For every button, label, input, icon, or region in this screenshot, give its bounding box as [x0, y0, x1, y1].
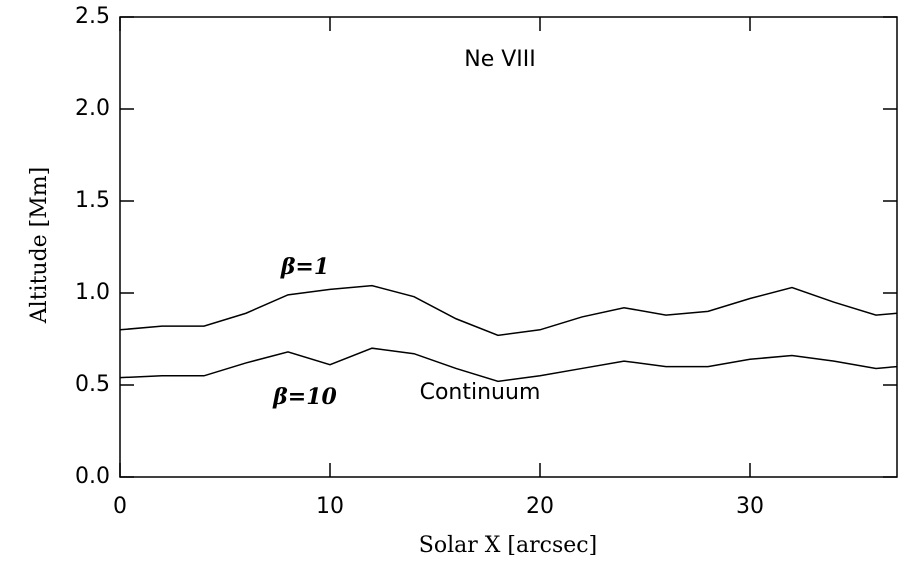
x-tick-label: 0 [113, 494, 127, 519]
y-tick-label: 1.5 [75, 188, 110, 213]
x-tick-label: 20 [526, 494, 554, 519]
data-line [119, 284, 898, 337]
y-axis-label: Altitude [Mm] [27, 167, 52, 324]
x-tick-label: 10 [316, 494, 344, 519]
x-tick-label: 30 [736, 494, 764, 519]
y-tick-label: 1.0 [75, 280, 110, 305]
y-tick-label: 0.0 [75, 464, 110, 489]
series-label: β=10 [272, 384, 337, 410]
y-tick-label: 2.0 [75, 96, 110, 121]
x-axis-label: Solar X [arcsec] [419, 533, 597, 558]
annotation: Continuum [420, 380, 541, 405]
plot-frame [119, 16, 898, 478]
y-tick-label: 2.5 [75, 4, 110, 29]
y-tick-label: 0.5 [75, 372, 110, 397]
series-label: β=1 [280, 254, 329, 280]
data-line [119, 347, 898, 383]
annotation: Ne VIII [464, 47, 536, 72]
